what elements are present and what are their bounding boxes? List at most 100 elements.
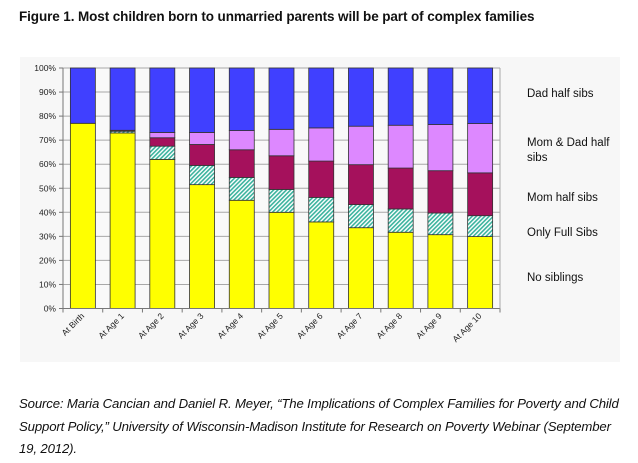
- legend-line: Mom & Dad half: [527, 137, 610, 149]
- bar-segment-only-full-sibs: [228, 177, 255, 201]
- figure-title: Figure 1. Most children born to unmarrie…: [19, 9, 535, 24]
- bar-segment-mom-half-sibs: [467, 172, 494, 217]
- bar-segment-mom-half-sibs: [228, 149, 255, 178]
- bar-segment-no-siblings: [308, 221, 335, 309]
- bar-segment-mom-dad-half-sibs: [308, 127, 335, 162]
- y-tick-label: 20%: [39, 255, 56, 265]
- legend-line: sibs: [527, 152, 548, 164]
- bar-segment-no-siblings: [467, 236, 494, 309]
- bar-segment-no-siblings: [228, 199, 255, 309]
- y-tick-label: 80%: [39, 111, 56, 121]
- legend-line: No siblings: [527, 272, 583, 284]
- legend-line: Only Full Sibs: [527, 227, 598, 239]
- x-tick-label: At Age 8: [374, 311, 404, 341]
- bar-segment-no-siblings: [268, 211, 295, 309]
- bar-segment-mom-dad-half-sibs: [149, 132, 176, 139]
- bar-segment-dad-half-sibs: [348, 67, 374, 127]
- x-tick-label: At Age 6: [295, 311, 325, 341]
- x-tick-label: At Age 1: [96, 311, 126, 341]
- bar-segment-no-siblings: [387, 231, 414, 309]
- bar-segment-mom-dad-half-sibs: [348, 125, 374, 166]
- bar-segment-dad-half-sibs: [109, 67, 136, 131]
- bar-segment-mom-half-sibs: [348, 164, 374, 206]
- bar-segment-mom-dad-half-sibs: [387, 124, 414, 169]
- x-tick-label: At Age 9: [414, 311, 444, 341]
- bar-segment-no-siblings: [189, 184, 215, 309]
- bar-segment-dad-half-sibs: [387, 67, 414, 126]
- bar-segment-only-full-sibs: [149, 145, 176, 160]
- legend: Dad half sibs Mom & Dad half sibs Mom half …: [527, 88, 610, 284]
- bar-segment-mom-dad-half-sibs: [268, 128, 295, 157]
- bar-stack: [268, 67, 295, 309]
- bar-stack: [387, 67, 414, 309]
- bar-stack: [149, 67, 176, 309]
- bar-stack: [308, 67, 335, 309]
- y-tick-label: 50%: [39, 183, 56, 193]
- x-tick-label: At Age 10: [450, 311, 483, 344]
- x-tick-label: At Age 3: [176, 311, 206, 341]
- bar-stack: [427, 67, 454, 309]
- bar-segment-dad-half-sibs: [189, 67, 215, 133]
- y-tick-label: 0%: [44, 304, 57, 314]
- bar-segment-only-full-sibs: [427, 212, 454, 236]
- bar-segment-no-siblings: [149, 158, 176, 309]
- bar-segment-dad-half-sibs: [427, 67, 454, 125]
- bar-stack: [69, 67, 96, 309]
- bar-segment-only-full-sibs: [467, 215, 494, 237]
- legend-line: Dad half sibs: [527, 88, 594, 100]
- y-axis-ticks: 0% 10% 20% 30% 40% 50% 60% 70% 80% 90% 100%: [34, 63, 63, 314]
- bar-segment-dad-half-sibs: [228, 67, 255, 131]
- bar-segment-mom-half-sibs: [308, 160, 335, 198]
- bar-segment-only-full-sibs: [268, 189, 295, 213]
- x-tick-label: At Age 5: [255, 311, 285, 341]
- y-tick-label: 10%: [39, 279, 56, 289]
- legend-entry: Mom & Dad half sibs: [527, 137, 610, 164]
- bar-segment-dad-half-sibs: [149, 67, 176, 133]
- source-citation: Source: Maria Cancian and Daniel R. Meye…: [19, 396, 619, 456]
- bar-segment-mom-half-sibs: [387, 167, 414, 210]
- bar-stack: [467, 67, 494, 309]
- legend-entry: Only Full Sibs: [527, 227, 598, 239]
- bar-segment-mom-half-sibs: [149, 137, 176, 147]
- bar-segment-mom-dad-half-sibs: [427, 124, 454, 172]
- bar-segment-only-full-sibs: [348, 204, 374, 229]
- bar-segment-no-siblings: [69, 122, 96, 309]
- bar-segment-only-full-sibs: [387, 208, 414, 233]
- bar-segment-dad-half-sibs: [69, 67, 96, 124]
- bar-segment-mom-dad-half-sibs: [467, 123, 494, 174]
- y-tick-label: 30%: [39, 231, 56, 241]
- bar-segment-dad-half-sibs: [268, 67, 295, 130]
- bar-segment-mom-half-sibs: [427, 170, 454, 214]
- y-tick-label: 70%: [39, 135, 56, 145]
- bar-stack: [189, 67, 215, 309]
- x-tick-label: At Age 7: [335, 311, 365, 341]
- x-tick-label: At Age 4: [215, 311, 245, 341]
- bar-segment-mom-half-sibs: [268, 155, 295, 190]
- axes: [62, 68, 501, 309]
- bar-stack: [109, 67, 136, 309]
- legend-entry: Dad half sibs: [527, 88, 594, 100]
- bar-segment-only-full-sibs: [308, 196, 335, 223]
- bar-segment-mom-dad-half-sibs: [228, 130, 255, 151]
- y-tick-label: 40%: [39, 207, 56, 217]
- bar-segment-dad-half-sibs: [308, 67, 335, 129]
- bar-segment-no-siblings: [109, 132, 136, 309]
- bars: [69, 67, 494, 309]
- legend-entry: No siblings: [527, 272, 583, 284]
- y-tick-label: 100%: [34, 63, 56, 73]
- y-tick-label: 60%: [39, 159, 56, 169]
- y-tick-label: 90%: [39, 87, 56, 97]
- bar-stack: [348, 67, 374, 309]
- bar-segment-no-siblings: [348, 227, 374, 309]
- bar-segment-mom-half-sibs: [189, 144, 215, 166]
- x-tick-label: At Age 2: [136, 311, 166, 341]
- x-tick-label: At Birth: [59, 311, 86, 338]
- bar-segment-no-siblings: [427, 234, 454, 309]
- bar-segment-mom-dad-half-sibs: [189, 132, 215, 145]
- x-axis-ticks: At Birth At Age 1 At Age 2 At Age 3 At Age 4…: [59, 308, 501, 344]
- bar-stack: [228, 67, 255, 309]
- legend-entry: Mom half sibs: [527, 192, 598, 204]
- bar-segment-only-full-sibs: [189, 165, 215, 186]
- legend-line: Mom half sibs: [527, 192, 598, 204]
